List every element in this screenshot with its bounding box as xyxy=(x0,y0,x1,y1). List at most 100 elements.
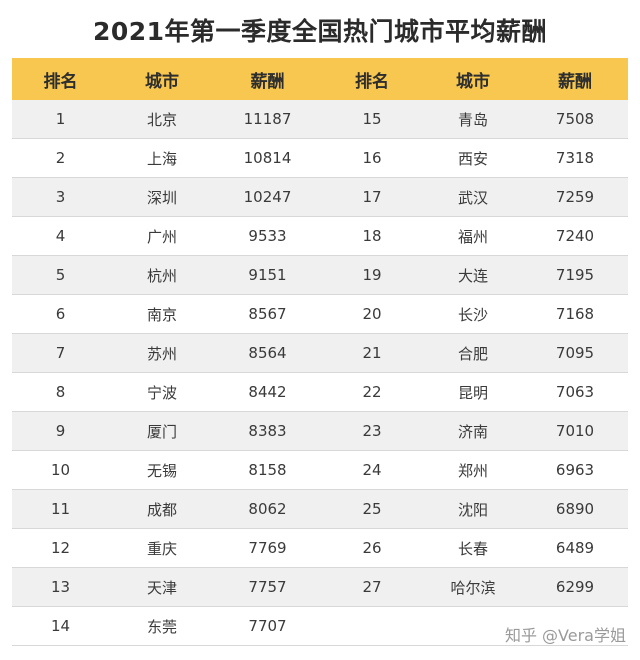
rank-cell: 3 xyxy=(55,188,66,206)
rank-cell: 5 xyxy=(55,266,66,284)
table-row: 10 无锡 8158 24 郑州 6963 xyxy=(12,451,628,490)
city-cell: 合肥 xyxy=(457,344,488,363)
salary-cell: 6299 xyxy=(555,578,595,596)
rank-cell: 13 xyxy=(50,578,71,596)
city-cell: 成都 xyxy=(146,500,177,519)
city-cell: 无锡 xyxy=(146,461,177,480)
rank-cell: 24 xyxy=(362,461,382,479)
rank-cell: 2 xyxy=(55,149,66,167)
city-cell: 宁波 xyxy=(146,383,177,402)
table-row: 5 杭州 9151 19 大连 7195 xyxy=(12,256,628,295)
salary-cell: 8158 xyxy=(248,461,287,479)
rank-cell: 10 xyxy=(50,461,71,479)
salary-cell: 7095 xyxy=(555,344,595,362)
rank-cell: 16 xyxy=(362,149,382,167)
table-row: 7 苏州 8564 21 合肥 7095 xyxy=(12,334,628,373)
salary-cell: 7508 xyxy=(555,110,595,128)
page-title: 2021年第一季度全国热门城市平均薪酬 xyxy=(92,17,548,46)
header-rank-left: 排名 xyxy=(43,71,78,92)
table-row: 14 东莞 7707 xyxy=(12,607,628,646)
city-cell: 哈尔滨 xyxy=(450,578,496,597)
salary-cell: 7318 xyxy=(555,149,595,167)
rank-cell: 26 xyxy=(362,539,382,557)
salary-cell: 8062 xyxy=(248,500,287,518)
city-cell: 深圳 xyxy=(146,188,177,207)
rank-cell: 9 xyxy=(55,422,66,440)
salary-cell: 7010 xyxy=(555,422,595,440)
city-cell: 长沙 xyxy=(457,305,488,324)
rank-cell: 12 xyxy=(50,539,71,557)
salary-cell: 8442 xyxy=(248,383,287,401)
salary-cell: 6489 xyxy=(555,539,595,557)
salary-cell: 11187 xyxy=(243,110,292,128)
city-cell: 南京 xyxy=(146,305,177,324)
rank-cell: 6 xyxy=(55,305,66,323)
table-row: 2 上海 10814 16 西安 7318 xyxy=(12,139,628,178)
salary-cell: 10814 xyxy=(243,149,292,167)
salary-cell: 6963 xyxy=(555,461,595,479)
salary-cell: 7707 xyxy=(248,617,287,635)
city-cell: 广州 xyxy=(146,227,177,246)
table-body: 1 北京 11187 15 青岛 7508 2 上海 10814 16 西安 7318 3 深圳 10247… xyxy=(12,100,628,646)
city-cell: 苏州 xyxy=(146,344,177,363)
rank-cell: 22 xyxy=(362,383,382,401)
salary-cell: 7757 xyxy=(248,578,287,596)
header-rank-right: 排名 xyxy=(355,71,389,92)
table-row: 1 北京 11187 15 青岛 7508 xyxy=(12,100,628,139)
city-cell: 杭州 xyxy=(146,266,177,285)
table-row: 9 厦门 8383 23 济南 7010 xyxy=(12,412,628,451)
header-city-left: 城市 xyxy=(145,71,179,92)
city-cell: 北京 xyxy=(146,110,177,129)
rank-cell: 27 xyxy=(362,578,382,596)
city-cell: 大连 xyxy=(457,266,488,285)
rank-cell: 25 xyxy=(362,500,382,518)
table-row: 6 南京 8567 20 长沙 7168 xyxy=(12,295,628,334)
city-cell: 厦门 xyxy=(146,422,177,441)
city-cell: 青岛 xyxy=(457,110,488,129)
rank-cell: 17 xyxy=(362,188,382,206)
city-cell: 重庆 xyxy=(146,539,177,558)
rank-cell: 20 xyxy=(362,305,382,323)
city-cell: 昆明 xyxy=(457,383,488,402)
salary-cell: 8383 xyxy=(248,422,287,440)
city-cell: 沈阳 xyxy=(457,500,488,519)
rank-cell: 15 xyxy=(362,110,382,128)
rank-cell: 14 xyxy=(50,617,71,635)
salary-cell: 8564 xyxy=(248,344,287,362)
city-cell: 福州 xyxy=(457,227,488,246)
table-row: 8 宁波 8442 22 昆明 7063 xyxy=(12,373,628,412)
city-cell: 上海 xyxy=(146,149,177,168)
table-row: 4 广州 9533 18 福州 7240 xyxy=(12,217,628,256)
rank-cell: 23 xyxy=(362,422,382,440)
salary-cell: 7168 xyxy=(555,305,595,323)
salary-cell: 6890 xyxy=(555,500,595,518)
table-header-row: 排名 城市 薪酬 排名 城市 薪酬 xyxy=(12,58,628,100)
header-salary-left: 薪酬 xyxy=(250,71,285,92)
city-cell: 长春 xyxy=(457,539,488,558)
table-row: 11 成都 8062 25 沈阳 6890 xyxy=(12,490,628,529)
header-city-right: 城市 xyxy=(456,71,490,92)
salary-cell: 7063 xyxy=(555,383,595,401)
city-cell: 东莞 xyxy=(146,617,177,636)
salary-cell: 7259 xyxy=(555,188,595,206)
rank-cell: 7 xyxy=(55,344,66,362)
watermark: 知乎 @Vera学姐 xyxy=(504,626,626,645)
rank-cell: 21 xyxy=(362,344,382,362)
salary-cell: 7769 xyxy=(248,539,287,557)
salary-cell: 10247 xyxy=(243,188,292,206)
salary-cell: 7195 xyxy=(555,266,595,284)
salary-table: 排名 城市 薪酬 排名 城市 薪酬 1 北京 11187 15 青岛 7508 2 上海 108… xyxy=(12,58,628,646)
city-cell: 郑州 xyxy=(457,461,488,480)
rank-cell: 8 xyxy=(55,383,66,401)
city-cell: 西安 xyxy=(457,149,488,168)
city-cell: 武汉 xyxy=(457,188,488,207)
salary-cell: 8567 xyxy=(248,305,287,323)
table-row: 12 重庆 7769 26 长春 6489 xyxy=(12,529,628,568)
salary-cell: 7240 xyxy=(555,227,595,245)
city-cell: 济南 xyxy=(457,422,488,441)
rank-cell: 4 xyxy=(55,227,66,245)
salary-cell: 9151 xyxy=(248,266,287,284)
salary-cell: 9533 xyxy=(248,227,287,245)
city-cell: 天津 xyxy=(146,578,177,597)
rank-cell: 19 xyxy=(362,266,382,284)
